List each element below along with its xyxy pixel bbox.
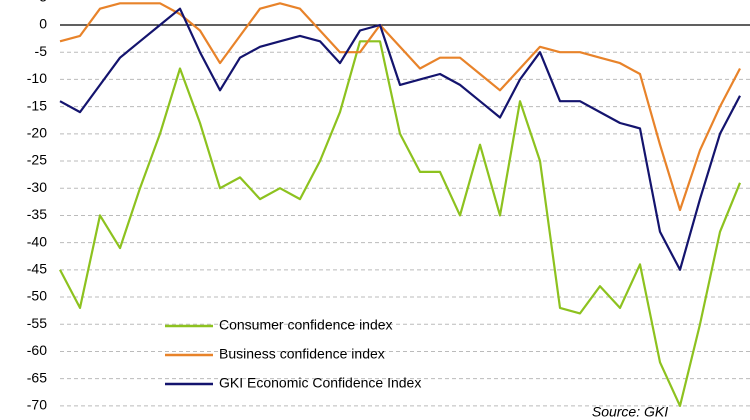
- y-tick-label: -60: [27, 342, 47, 358]
- y-tick-label: -55: [27, 315, 47, 331]
- series-line: [59, 2, 741, 212]
- y-tick-label: -45: [27, 261, 47, 277]
- y-tick-label: -10: [27, 70, 47, 86]
- legend-label: Business confidence index: [219, 346, 385, 362]
- legend: Consumer confidence index Business confid…: [165, 317, 421, 391]
- y-tick-label: -30: [27, 179, 47, 195]
- y-tick-label: -40: [27, 233, 47, 249]
- y-tick-label: -50: [27, 288, 47, 304]
- y-tick-label: -15: [27, 97, 47, 113]
- y-tick-label: -65: [27, 369, 47, 385]
- y-tick-label: -25: [27, 152, 47, 168]
- y-tick-label: -20: [27, 125, 47, 141]
- series-line: [59, 40, 742, 407]
- y-tick-label: -70: [27, 397, 47, 413]
- y-tick-label: 5: [39, 0, 47, 5]
- legend-label: GKI Economic Confidence Index: [219, 375, 421, 391]
- y-tick-label: -5: [35, 43, 48, 59]
- source-note: Source: GKI: [592, 404, 668, 420]
- y-tick-label: -35: [27, 206, 47, 222]
- series-line: [59, 7, 741, 271]
- legend-label: Consumer confidence index: [219, 317, 393, 333]
- y-tick-label: 0: [39, 16, 47, 32]
